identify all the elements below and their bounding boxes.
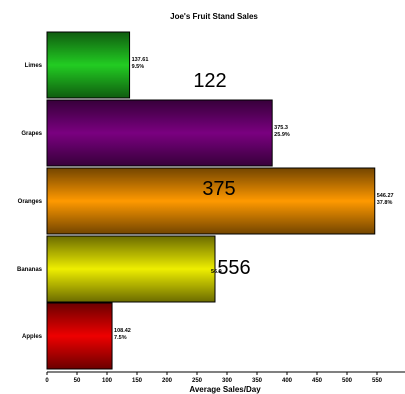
overlay-annotation: 556 [217,257,250,279]
x-tick-label: 450 [312,378,323,384]
category-label: Grapes [21,131,42,137]
category-label: Limes [25,63,43,69]
bar-shading-grapes [47,100,273,166]
x-tick-label: 250 [192,378,203,384]
x-axis-label: Average Sales/Day [189,385,261,394]
overlay-annotation: 375 [202,178,235,200]
data-label-value: 375.3 [274,125,288,131]
data-label-value: 546.27 [377,193,394,199]
data-label-partial: 56.9 [211,269,222,275]
data-label-percent: 37.8% [377,200,393,206]
data-label-value: 137.61 [132,57,149,63]
x-tick-label: 50 [74,378,81,384]
x-tick-label: 550 [372,378,383,384]
data-label-percent: 7.5% [114,335,127,341]
x-tick-label: 350 [252,378,263,384]
category-label: Bananas [17,267,43,273]
data-label-percent: 25.9% [274,132,290,138]
overlay-annotation: 122 [193,70,226,92]
bar-shading-limes [47,32,130,98]
data-label-value: 108.42 [114,328,131,334]
x-tick-label: 400 [282,378,293,384]
x-tick-label: 300 [222,378,233,384]
chart-title: Joe's Fruit Stand Sales [170,12,258,21]
data-label-percent: 9.5% [132,64,145,70]
x-tick-label: 150 [132,378,143,384]
category-label: Oranges [18,199,43,205]
category-label: Apples [22,334,43,340]
bar-shading-apples [47,303,113,369]
x-tick-label: 500 [342,378,353,384]
x-tick-label: 0 [45,378,49,384]
bar-shading-bananas [47,236,215,302]
x-tick-label: 200 [162,378,173,384]
x-tick-label: 100 [102,378,113,384]
bar-shading-oranges [47,168,375,234]
